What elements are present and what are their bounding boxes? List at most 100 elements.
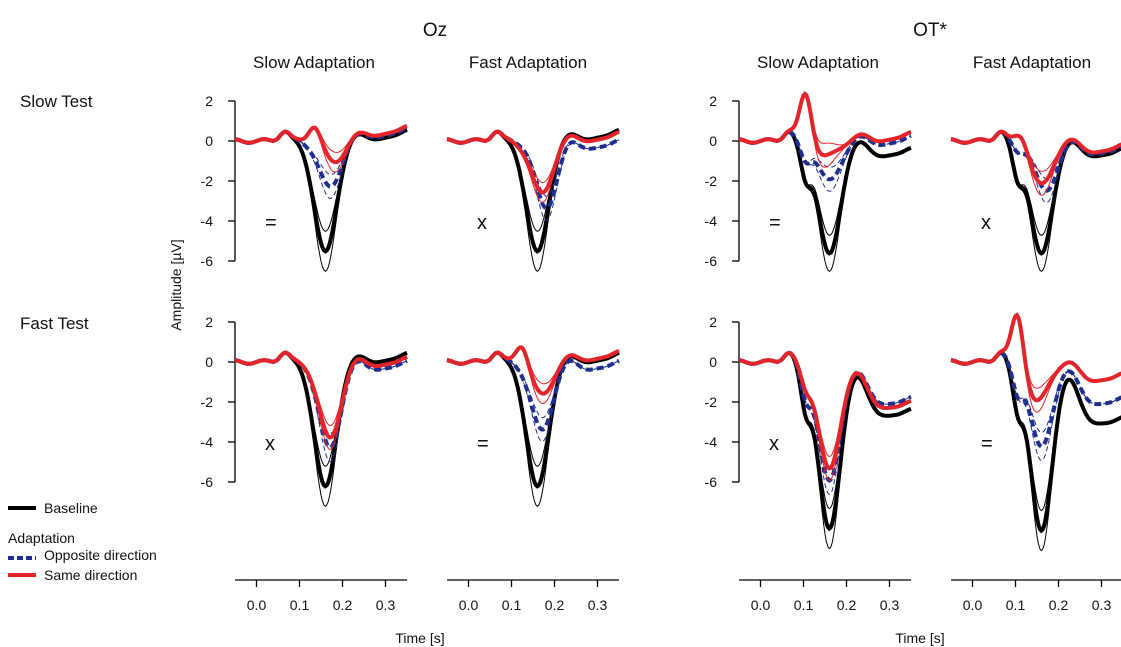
col-title-ot-fast: Fast Adaptation — [973, 53, 1091, 72]
series-line-same-direction — [738, 350, 912, 471]
x-tick-label: 0.0 — [751, 597, 771, 613]
x-tick-label: 0.3 — [588, 597, 608, 613]
comparison-mark: x — [265, 433, 275, 455]
legend: Baseline Adaptation Opposite direction S… — [8, 500, 157, 583]
series-line-baseline — [950, 129, 1121, 256]
comparison-mark: = — [477, 433, 489, 455]
y-tick-label: 2 — [205, 93, 213, 109]
group-title-ot: OT* — [913, 20, 947, 41]
series-line-baseline — [738, 129, 912, 256]
x-tick-label: 0.2 — [837, 597, 857, 613]
comparison-mark: = — [981, 433, 993, 455]
panel-OT-0-2: 2 0 -2 -4 -6 = — [705, 91, 912, 273]
ci-line-baseline — [446, 129, 620, 272]
y-axis-label: Amplitude [µV] — [168, 239, 184, 330]
row-label-fast-test: Fast Test — [20, 314, 89, 333]
panel-OT-0-3: x — [950, 129, 1121, 273]
x-axes-layer: 0.0 0.1 0.2 0.3 0.0 0.1 0.2 0.3 0.0 0.1 0.2 0.3 0.0 0… — [235, 579, 1121, 613]
y-tick-label: -6 — [705, 474, 718, 490]
y-tick-label: 2 — [709, 93, 717, 109]
series-line-same-direction — [950, 129, 1121, 186]
y-tick-label: 0 — [709, 354, 717, 370]
y-tick-label: -6 — [201, 253, 214, 269]
x-tick-label: 0.0 — [247, 597, 267, 613]
y-tick-label: -2 — [201, 173, 214, 189]
series-line-same-direction — [446, 129, 620, 195]
y-tick-label: -4 — [201, 434, 214, 450]
x-axis-col-2: 0.0 0.1 0.2 0.3 — [739, 579, 911, 613]
legend-label-baseline: Baseline — [44, 500, 98, 516]
ci-line-baseline — [234, 129, 408, 272]
ci-line-opposite-direction — [950, 352, 1121, 462]
ci-line-baseline — [950, 131, 1121, 236]
panel-Oz-0-0: 2 0 -2 -4 -6 = — [201, 93, 408, 272]
x-tick-label: 0.3 — [1092, 597, 1112, 613]
ci-line-same-direction — [738, 91, 912, 146]
row-label-slow-test: Slow Test — [20, 92, 93, 111]
panel-OT-1-3: = — [950, 312, 1121, 552]
y-tick-label: -2 — [201, 394, 214, 410]
series-line-same-direction — [950, 312, 1121, 403]
x-tick-label: 0.0 — [459, 597, 479, 613]
series-line-opposite-direction — [446, 350, 620, 432]
panel-Oz-0-1: x — [446, 128, 620, 272]
x-tick-label: 0.2 — [333, 597, 353, 613]
y-tick-label: -6 — [201, 474, 214, 490]
x-tick-label: 0.1 — [502, 597, 522, 613]
series-line-same-direction — [738, 91, 912, 158]
legend-heading-adaptation: Adaptation — [8, 530, 75, 546]
col-title-oz-slow: Slow Adaptation — [253, 53, 375, 72]
comparison-mark: = — [265, 212, 277, 234]
x-axis-col-0: 0.0 0.1 0.2 0.3 — [235, 579, 407, 613]
x-tick-label: 0.2 — [1049, 597, 1069, 613]
col-title-ot-slow: Slow Adaptation — [757, 53, 879, 72]
ci-line-opposite-direction — [446, 131, 620, 197]
y-tick-label: -2 — [705, 394, 718, 410]
series-line-same-direction — [234, 124, 408, 165]
ci-line-opposite-direction — [950, 352, 1121, 434]
comparison-mark: x — [769, 433, 779, 455]
y-tick-label: -4 — [705, 213, 718, 229]
panel-Oz-1-1: = — [446, 345, 620, 507]
x-tick-label: 0.0 — [963, 597, 983, 613]
y-tick-label: 2 — [709, 314, 717, 330]
ci-line-same-direction — [950, 312, 1121, 389]
x-axis-col-3: 0.0 0.1 0.2 0.3 — [951, 579, 1121, 613]
x-tick-label: 0.1 — [794, 597, 814, 613]
comparison-mark: = — [769, 212, 781, 234]
series-line-same-direction — [446, 345, 620, 396]
y-tick-label: 0 — [205, 133, 213, 149]
series-line-same-direction — [234, 350, 408, 440]
y-tick-label: -6 — [705, 253, 718, 269]
x-tick-label: 0.1 — [290, 597, 310, 613]
ci-line-same-direction — [738, 352, 912, 458]
y-tick-label: 0 — [709, 133, 717, 149]
panel-Oz-1-0: 2 0 -2 -4 -6 x — [201, 314, 408, 507]
y-tick-label: 0 — [205, 354, 213, 370]
group-title-oz: Oz — [423, 20, 447, 41]
ci-line-opposite-direction — [738, 131, 912, 168]
col-title-oz-fast: Fast Adaptation — [469, 53, 587, 72]
panel-layer: 2 0 -2 -4 -6 = x 2 0 -2 -4 -6 x = 2 0 -2 -4 -6 = x 2 0 -2 -4 -6 x = — [201, 91, 1121, 552]
x-tick-label: 0.3 — [376, 597, 396, 613]
comparison-mark: x — [981, 212, 991, 234]
x-tick-label: 0.2 — [545, 597, 565, 613]
x-axis-label-oz: Time [s] — [395, 630, 444, 646]
y-tick-label: -4 — [705, 434, 718, 450]
legend-label-same: Same direction — [44, 567, 137, 583]
series-line-baseline — [234, 128, 408, 254]
ci-line-opposite-direction — [234, 127, 408, 176]
panel-OT-1-2: 2 0 -2 -4 -6 x — [705, 314, 912, 550]
legend-label-opposite: Opposite direction — [44, 547, 157, 563]
ci-line-baseline — [738, 131, 912, 236]
x-axis-col-1: 0.0 0.1 0.2 0.3 — [447, 579, 619, 613]
x-tick-label: 0.1 — [1006, 597, 1026, 613]
y-tick-label: 2 — [205, 314, 213, 330]
series-line-opposite-direction — [738, 129, 912, 182]
series-line-baseline — [738, 350, 912, 532]
y-tick-label: -4 — [201, 213, 214, 229]
comparison-mark: x — [477, 212, 487, 234]
y-tick-label: -2 — [705, 173, 718, 189]
ci-line-opposite-direction — [446, 352, 620, 443]
